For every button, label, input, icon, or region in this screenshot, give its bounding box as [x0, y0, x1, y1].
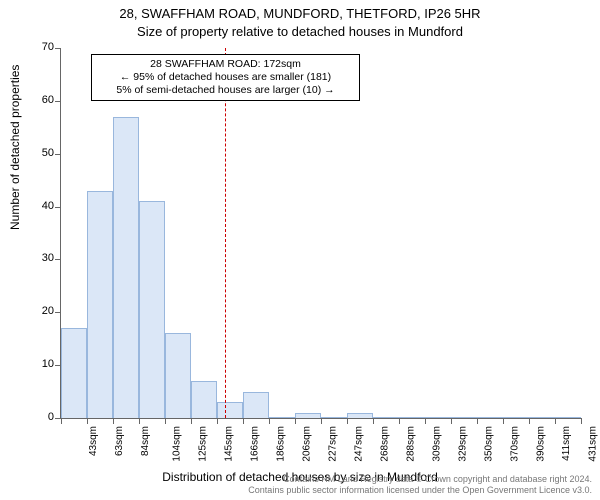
x-tick-label: 309sqm [432, 426, 443, 462]
x-tick-label: 206sqm [302, 426, 313, 462]
y-tick-label: 40 [24, 200, 54, 212]
y-tick-label: 10 [24, 358, 54, 370]
histogram-bar [165, 333, 191, 418]
x-tick-label: 125sqm [198, 426, 209, 462]
x-tick-label: 247sqm [354, 426, 365, 462]
x-tick-label: 431sqm [588, 426, 599, 462]
x-tick [269, 418, 270, 424]
y-tick [55, 312, 61, 313]
histogram-bar [477, 417, 503, 418]
x-tick-label: 104sqm [172, 426, 183, 462]
histogram-bar [61, 328, 87, 418]
x-tick [581, 418, 582, 424]
x-tick [243, 418, 244, 424]
x-tick [477, 418, 478, 424]
histogram-bar [87, 191, 113, 418]
histogram-bar [451, 417, 477, 418]
y-tick [55, 154, 61, 155]
attribution-line-1: Contains HM Land Registry data © Crown c… [248, 474, 592, 485]
y-tick-label: 70 [24, 41, 54, 53]
y-tick [55, 48, 61, 49]
x-tick [425, 418, 426, 424]
x-tick-label: 63sqm [114, 426, 125, 456]
x-tick [191, 418, 192, 424]
histogram-bar [555, 417, 581, 418]
annotation-line-3: 5% of semi-detached houses are larger (1… [98, 84, 353, 97]
x-tick [61, 418, 62, 424]
attribution-line-2: Contains public sector information licen… [248, 485, 592, 496]
histogram-bar [113, 117, 139, 418]
y-axis-label: Number of detached properties [8, 65, 22, 230]
x-tick-label: 186sqm [276, 426, 287, 462]
y-tick [55, 365, 61, 366]
x-tick-label: 227sqm [328, 426, 339, 462]
x-tick-label: 43sqm [88, 426, 99, 456]
y-tick [55, 259, 61, 260]
annotation-line-2: ← 95% of detached houses are smaller (18… [98, 71, 353, 84]
x-tick-label: 411sqm [561, 426, 572, 461]
annotation-line-1: 28 SWAFFHAM ROAD: 172sqm [98, 58, 353, 71]
x-tick-label: 145sqm [224, 426, 235, 462]
y-tick-label: 60 [24, 94, 54, 106]
histogram-bar [347, 413, 373, 418]
x-tick [321, 418, 322, 424]
reference-line [225, 48, 227, 418]
x-tick [555, 418, 556, 424]
y-tick-label: 20 [24, 305, 54, 317]
histogram-bar [269, 417, 295, 418]
x-tick [295, 418, 296, 424]
x-tick [451, 418, 452, 424]
x-tick-label: 288sqm [406, 426, 417, 462]
y-tick [55, 207, 61, 208]
histogram-bar [295, 413, 321, 418]
y-tick-label: 30 [24, 252, 54, 264]
histogram-bar [399, 417, 425, 418]
y-tick [55, 101, 61, 102]
chart-title-address: 28, SWAFFHAM ROAD, MUNDFORD, THETFORD, I… [0, 6, 600, 21]
x-tick-label: 350sqm [484, 426, 495, 462]
x-tick [347, 418, 348, 424]
attribution-text: Contains HM Land Registry data © Crown c… [248, 474, 592, 497]
histogram-bar [139, 201, 165, 418]
histogram-bar [503, 417, 529, 418]
x-tick [217, 418, 218, 424]
y-tick-label: 0 [24, 411, 54, 423]
x-tick-label: 329sqm [458, 426, 469, 462]
histogram-bar [217, 402, 243, 418]
histogram-bar [321, 417, 347, 418]
x-tick-label: 166sqm [250, 426, 261, 462]
x-tick [165, 418, 166, 424]
x-tick [87, 418, 88, 424]
histogram-bar [373, 417, 399, 418]
chart-subtitle: Size of property relative to detached ho… [0, 24, 600, 39]
reference-annotation-box: 28 SWAFFHAM ROAD: 172sqm ← 95% of detach… [91, 54, 360, 101]
y-tick-label: 50 [24, 147, 54, 159]
x-tick-label: 370sqm [510, 426, 521, 462]
x-tick [529, 418, 530, 424]
histogram-bar [425, 417, 451, 418]
x-tick [113, 418, 114, 424]
x-tick [373, 418, 374, 424]
histogram-chart: 28, SWAFFHAM ROAD, MUNDFORD, THETFORD, I… [0, 0, 600, 500]
x-tick [139, 418, 140, 424]
x-tick [503, 418, 504, 424]
histogram-bar [529, 417, 555, 418]
histogram-bar [243, 392, 269, 418]
x-tick-label: 268sqm [380, 426, 391, 462]
plot-area: 28 SWAFFHAM ROAD: 172sqm ← 95% of detach… [60, 48, 581, 419]
histogram-bar [191, 381, 217, 418]
x-tick-label: 390sqm [536, 426, 547, 462]
x-tick-label: 84sqm [140, 426, 151, 456]
x-tick [399, 418, 400, 424]
